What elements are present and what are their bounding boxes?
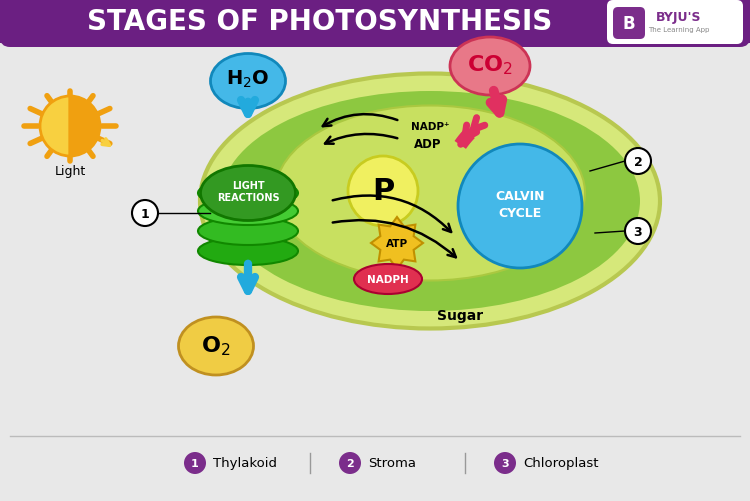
Text: 1: 1 (191, 458, 199, 468)
Circle shape (458, 145, 582, 269)
Text: ATP: ATP (386, 238, 408, 248)
Circle shape (132, 200, 158, 226)
Polygon shape (371, 217, 423, 270)
Text: 3: 3 (634, 225, 642, 238)
Circle shape (494, 452, 516, 474)
Text: 1: 1 (141, 207, 149, 220)
Text: CO$_2$: CO$_2$ (467, 53, 513, 77)
Text: ADP: ADP (414, 137, 442, 150)
Text: 2: 2 (346, 458, 354, 468)
Text: Thylakoid: Thylakoid (213, 456, 277, 469)
Circle shape (348, 157, 418, 226)
Text: B: B (622, 15, 635, 33)
Ellipse shape (450, 38, 530, 96)
Wedge shape (40, 97, 70, 157)
Ellipse shape (178, 317, 254, 375)
Ellipse shape (220, 92, 640, 312)
Ellipse shape (354, 265, 422, 295)
Ellipse shape (198, 197, 298, 225)
Circle shape (339, 452, 361, 474)
Ellipse shape (198, 217, 298, 245)
Text: 2: 2 (634, 155, 642, 168)
Circle shape (625, 149, 651, 175)
Wedge shape (70, 97, 100, 157)
FancyBboxPatch shape (0, 0, 750, 48)
Text: Light: Light (55, 165, 86, 178)
Text: LIGHT
REACTIONS: LIGHT REACTIONS (217, 180, 279, 203)
Text: BYJU'S: BYJU'S (656, 12, 702, 25)
Ellipse shape (200, 74, 660, 329)
Text: O$_2$: O$_2$ (201, 334, 231, 357)
Text: Sugar: Sugar (437, 309, 483, 322)
Ellipse shape (198, 237, 298, 266)
FancyBboxPatch shape (607, 1, 743, 45)
Text: CALVIN
CYCLE: CALVIN CYCLE (495, 189, 544, 219)
Text: The Learning App: The Learning App (648, 27, 710, 33)
Ellipse shape (211, 55, 286, 109)
Circle shape (184, 452, 206, 474)
Ellipse shape (200, 166, 296, 221)
Ellipse shape (198, 180, 298, 207)
Text: STAGES OF PHOTOSYNTHESIS: STAGES OF PHOTOSYNTHESIS (88, 8, 553, 36)
Text: 3: 3 (501, 458, 509, 468)
Text: H$_2$O: H$_2$O (226, 68, 270, 90)
FancyBboxPatch shape (613, 8, 645, 40)
Text: NADP⁺: NADP⁺ (411, 122, 449, 132)
Circle shape (625, 218, 651, 244)
Ellipse shape (275, 106, 585, 281)
Text: Stroma: Stroma (368, 456, 416, 469)
Text: Chloroplast: Chloroplast (523, 456, 599, 469)
Text: P: P (372, 176, 394, 205)
FancyBboxPatch shape (0, 0, 750, 44)
Text: NADPH: NADPH (368, 275, 409, 285)
